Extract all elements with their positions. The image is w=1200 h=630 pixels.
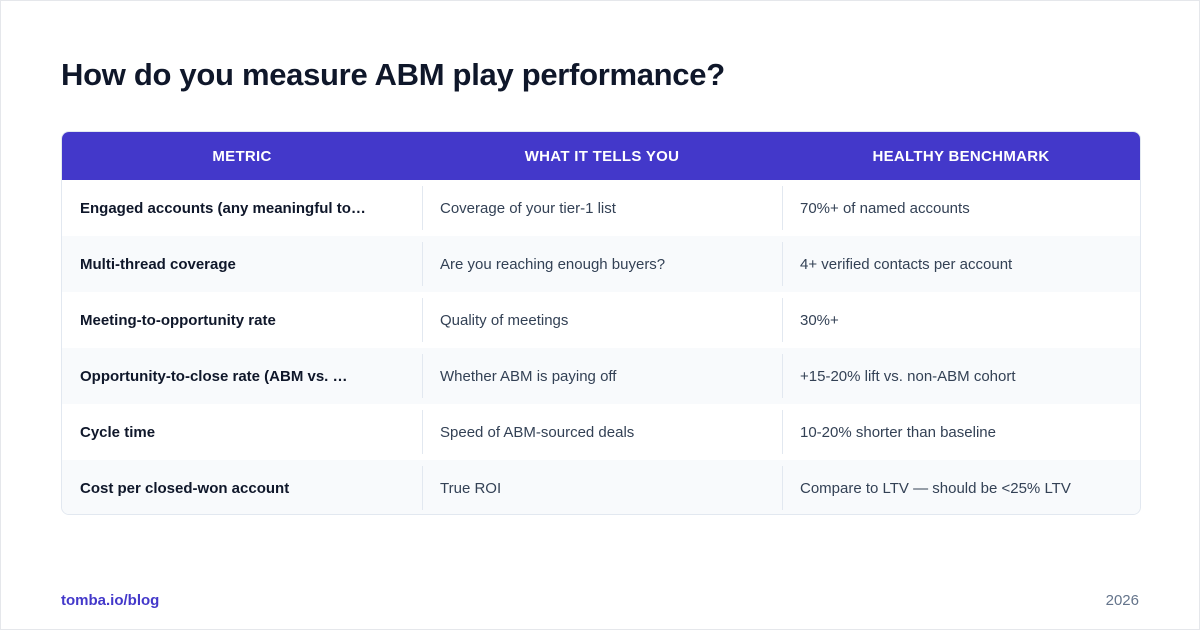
- metric-cell: Cost per closed-won account: [80, 479, 290, 497]
- benchmark-cell: +15-20% lift vs. non-ABM cohort: [782, 348, 1140, 404]
- benchmark-cell: Compare to LTV — should be <25% LTV: [782, 460, 1140, 514]
- metric-cell: Multi-thread coverage: [80, 255, 236, 273]
- benchmark-cell: 30%+: [782, 292, 1140, 348]
- page-title: How do you measure ABM play performance?: [61, 57, 725, 92]
- metric-cell: Engaged accounts (any meaningful to…: [80, 199, 366, 217]
- insight-cell: Whether ABM is paying off: [422, 348, 782, 404]
- metric-cell: Opportunity-to-close rate (ABM vs. …: [80, 367, 348, 385]
- metrics-table: METRIC WHAT IT TELLS YOU HEALTHY BENCHMA…: [61, 131, 1141, 515]
- benchmark-cell: 70%+ of named accounts: [782, 180, 1140, 236]
- insight-cell: Are you reaching enough buyers?: [422, 236, 782, 292]
- table-row: Cycle time Speed of ABM-sourced deals 10…: [62, 404, 1140, 460]
- table-row: Engaged accounts (any meaningful to… Cov…: [62, 180, 1140, 236]
- insight-cell: Quality of meetings: [422, 292, 782, 348]
- header-healthy-benchmark: HEALTHY BENCHMARK: [872, 147, 1050, 165]
- table-row: Multi-thread coverage Are you reaching e…: [62, 236, 1140, 292]
- insight-cell: True ROI: [422, 460, 782, 514]
- footer-year: 2026: [1105, 592, 1139, 609]
- header-what-it-tells-you: WHAT IT TELLS YOU: [524, 147, 680, 165]
- header-metric: METRIC: [212, 147, 272, 165]
- insight-cell: Coverage of your tier-1 list: [422, 180, 782, 236]
- table-row: Cost per closed-won account True ROI Com…: [62, 460, 1140, 514]
- benchmark-cell: 4+ verified contacts per account: [782, 236, 1140, 292]
- insight-cell: Speed of ABM-sourced deals: [422, 404, 782, 460]
- blog-link[interactable]: tomba.io/blog: [61, 592, 160, 609]
- metric-cell: Cycle time: [80, 423, 156, 441]
- benchmark-cell: 10-20% shorter than baseline: [782, 404, 1140, 460]
- table-row: Meeting-to-opportunity rate Quality of m…: [62, 292, 1140, 348]
- table-row: Opportunity-to-close rate (ABM vs. … Whe…: [62, 348, 1140, 404]
- table-header: METRIC WHAT IT TELLS YOU HEALTHY BENCHMA…: [62, 132, 1140, 180]
- metric-cell: Meeting-to-opportunity rate: [80, 311, 276, 329]
